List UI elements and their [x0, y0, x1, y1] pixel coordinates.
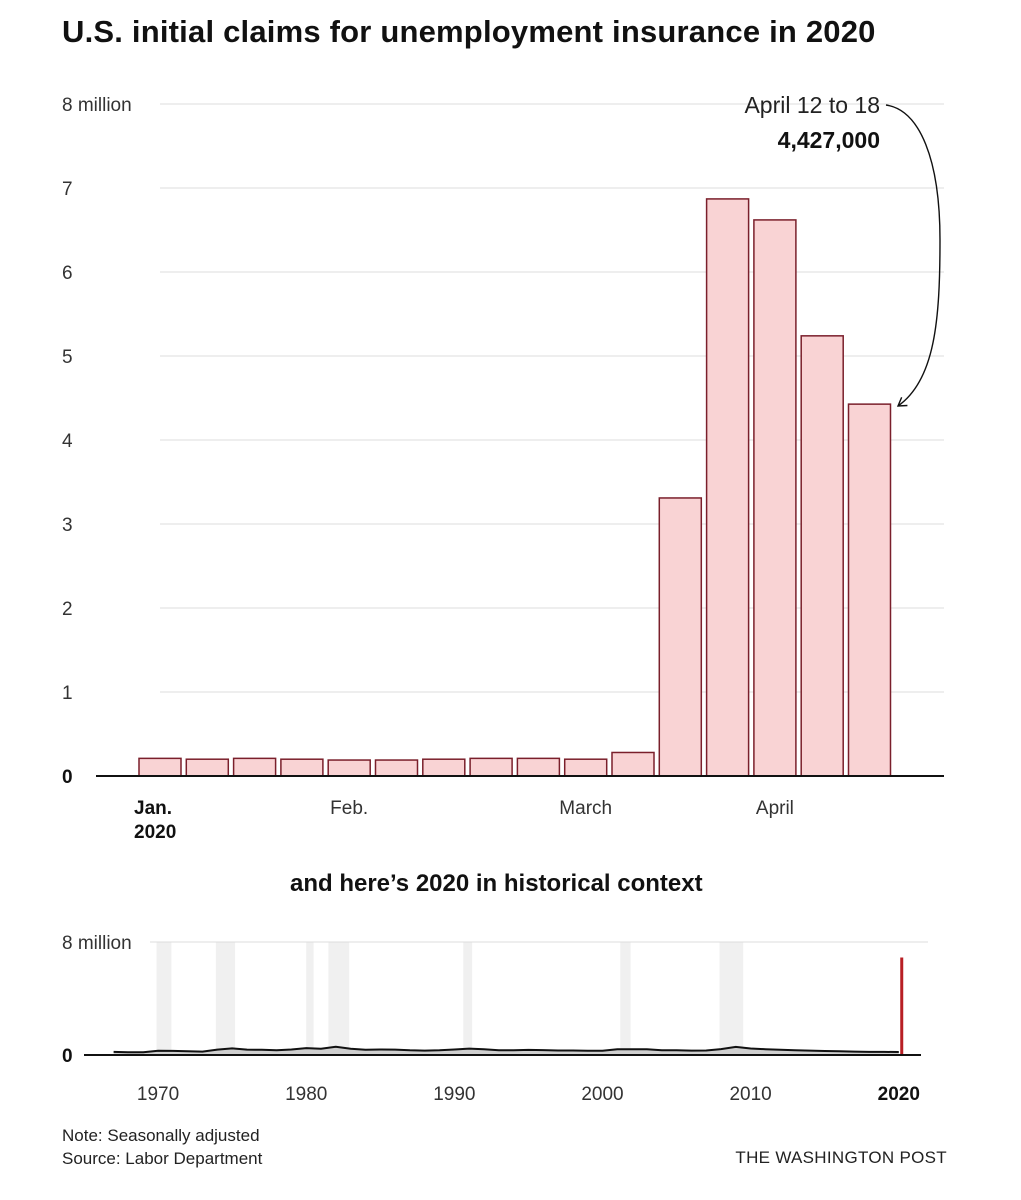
bar — [327, 759, 371, 777]
recession-band — [463, 942, 473, 1055]
y-tick-label: 5 — [62, 347, 73, 368]
hist-x-tick-label: 2020 — [878, 1084, 920, 1105]
bar — [232, 757, 277, 777]
bars — [138, 198, 892, 777]
annotation-arrow — [885, 104, 941, 407]
bar — [563, 758, 608, 777]
y-tick-label: 4 — [62, 431, 73, 452]
chart-title: U.S. initial claims for unemployment ins… — [62, 14, 876, 49]
y-axis-ticks: 0 1 2 3 4 5 6 7 8 million — [62, 95, 132, 788]
bar — [516, 757, 561, 777]
hist-x-tick-label: 2000 — [581, 1084, 623, 1105]
hist-x-axis-ticks: 1970 1980 1990 2000 2010 2020 — [137, 1084, 920, 1105]
hist-x-tick-label: 1980 — [285, 1084, 327, 1105]
recession-band — [719, 942, 744, 1055]
recession-bands — [156, 942, 744, 1055]
x-tick-label: Jan. — [134, 798, 172, 819]
hist-y-tick-label: 0 — [62, 1046, 73, 1067]
publisher-credit: THE WASHINGTON POST — [735, 1148, 947, 1167]
bar — [374, 759, 419, 777]
historical-area-chart: 0 8 million 1970 1980 1990 2000 2010 2020 — [62, 933, 928, 1105]
bar — [753, 219, 797, 777]
y-tick-label: 3 — [62, 515, 73, 536]
x-axis-ticks: Jan. 2020 Feb. March April — [134, 798, 794, 843]
y-tick-label: 7 — [62, 179, 73, 200]
bar — [658, 497, 703, 777]
note-text: Note: Seasonally adjusted — [62, 1126, 260, 1145]
y-tick-label: 1 — [62, 683, 73, 704]
bar — [138, 757, 182, 777]
y-tick-label: 0 — [62, 767, 73, 788]
bar — [705, 198, 750, 777]
recession-band — [328, 942, 350, 1055]
hist-x-tick-label: 1970 — [137, 1084, 179, 1105]
recession-band — [306, 942, 314, 1055]
bar — [185, 758, 230, 777]
recession-band — [620, 942, 631, 1055]
y-tick-label: 6 — [62, 263, 73, 284]
source-text: Source: Labor Department — [62, 1149, 263, 1168]
bar — [611, 751, 655, 777]
x-tick-label: April — [756, 798, 794, 819]
hist-y-axis-ticks: 0 8 million — [62, 933, 132, 1067]
bar — [469, 757, 513, 777]
recession-band — [215, 942, 236, 1055]
historical-context-label: and here’s 2020 in historical context — [290, 870, 703, 897]
annotation-label: April 12 to 18 — [744, 92, 880, 118]
x-tick-label: Feb. — [330, 798, 368, 819]
bar — [847, 403, 892, 777]
y-gridlines — [160, 103, 944, 693]
x-tick-label-year: 2020 — [134, 822, 176, 843]
hist-x-tick-label: 1990 — [433, 1084, 475, 1105]
bar — [800, 335, 844, 777]
peak-week-annotation: April 12 to 18 4,427,000 — [744, 92, 941, 407]
hist-y-tick-label: 8 million — [62, 933, 132, 954]
hist-x-tick-label: 2010 — [729, 1084, 771, 1105]
hist-claims-line — [113, 1045, 899, 1054]
y-tick-label: 2 — [62, 599, 73, 620]
bar — [422, 758, 466, 777]
y-tick-label: 8 million — [62, 95, 132, 116]
annotation-value: 4,427,000 — [778, 127, 880, 153]
main-bar-chart: 0 1 2 3 4 5 6 7 8 million Jan. 2020 Feb. March April… — [62, 92, 944, 843]
x-tick-label: March — [559, 798, 612, 819]
chart-notes: Note: Seasonally adjusted Source: Labor … — [62, 1124, 262, 1170]
recession-band — [156, 942, 172, 1055]
bar — [280, 758, 324, 777]
